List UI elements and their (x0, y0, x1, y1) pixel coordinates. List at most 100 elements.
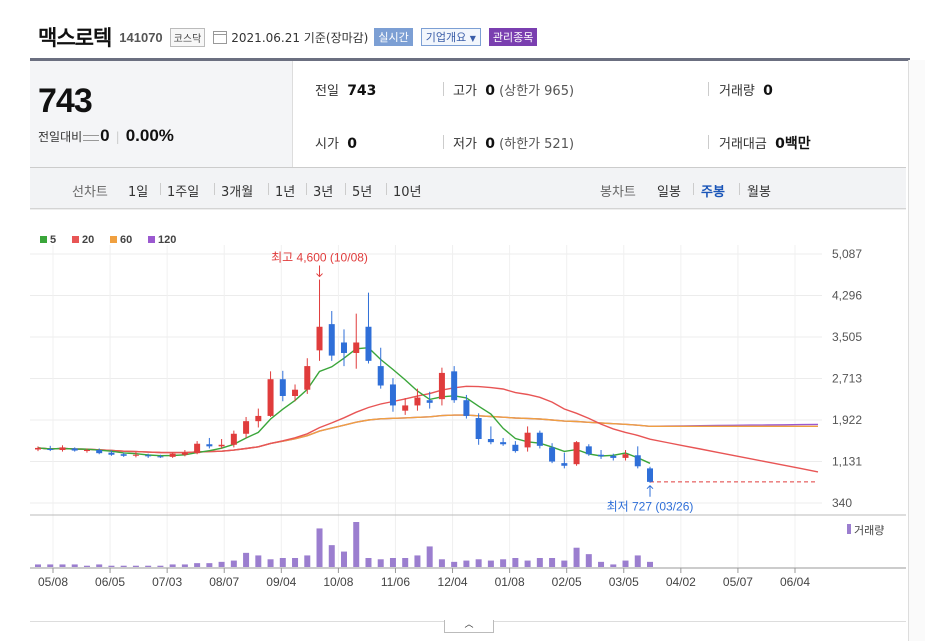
info-separator (708, 135, 709, 149)
expand-toggle-button[interactable]: ︿ (444, 620, 494, 633)
volume-bar (267, 559, 274, 567)
current-price: 743 (38, 82, 93, 120)
volume-bar (120, 565, 127, 567)
candle-body (475, 418, 482, 440)
company-overview-dropdown[interactable]: 기업개요 ▼ (420, 28, 481, 46)
volume-bar (634, 555, 641, 567)
managed-stock-badge[interactable]: 관리종목 (488, 28, 538, 46)
candle-chart-label: 봉차트 (600, 185, 636, 200)
volume-bar (169, 564, 176, 567)
tab-line-0[interactable]: 1일 (128, 185, 149, 200)
price-panel (30, 61, 292, 167)
prev-label: 전일 (315, 84, 339, 99)
x-tick-label: 05/07 (723, 575, 753, 589)
x-tick-label: 02/05 (552, 575, 582, 589)
candle-body (573, 442, 580, 465)
candle-body (622, 454, 629, 458)
y-tick-label: 1,131 (832, 455, 862, 469)
tab-line-4[interactable]: 3년 (313, 185, 334, 200)
tab-line-5[interactable]: 5년 (352, 185, 373, 200)
tab-line-3[interactable]: 1년 (275, 185, 296, 200)
legend-swatch (72, 236, 79, 243)
flat-icon (83, 134, 100, 141)
tab-separator (160, 183, 161, 195)
volume-bar (181, 564, 188, 567)
legend-label: 20 (82, 234, 94, 246)
tab-candle-1[interactable]: 주봉 (701, 185, 725, 200)
volume-bar (487, 560, 494, 567)
stock-code: 141070 (119, 29, 163, 45)
volume-bar (365, 558, 372, 567)
candle-body (47, 448, 54, 451)
candle-body (610, 455, 617, 458)
volume-bar (341, 551, 347, 567)
candle-body (59, 447, 66, 451)
volume: 거래량 0 (719, 80, 773, 99)
tab-candle-0[interactable]: 일봉 (657, 185, 681, 200)
candle-body (341, 342, 347, 353)
high-arrow-icon (316, 265, 323, 278)
candle-body (536, 432, 543, 446)
candle-body (377, 366, 384, 386)
y-tick-label: 4,296 (832, 288, 862, 302)
candle-body (451, 371, 458, 401)
x-tick-label: 03/05 (609, 575, 639, 589)
volume-bar (500, 559, 507, 567)
candle-body (194, 443, 201, 454)
info-separator (443, 82, 444, 96)
candle-body (598, 454, 605, 457)
volume-bar (194, 563, 201, 567)
chart-legend: 5 20 60 120 (40, 234, 176, 246)
info-separator (708, 82, 709, 96)
tab-line-6[interactable]: 10년 (393, 185, 422, 200)
day-high: 고가 0 (상한가 965) (453, 80, 574, 99)
right-panel-edge (908, 60, 925, 641)
candle-body (414, 397, 421, 406)
volume-bars: 거래량 (35, 522, 884, 567)
high-label: 고가 (453, 84, 477, 99)
volume-legend-label: 거래량 (854, 524, 884, 537)
price-divider (292, 61, 293, 167)
tab-line-1[interactable]: 1주일 (167, 185, 200, 200)
volume-bar (463, 560, 470, 567)
tab-candle-2[interactable]: 월봉 (747, 185, 771, 200)
volume-bar (585, 554, 592, 567)
candle-body (353, 342, 360, 353)
x-tick-label: 07/03 (152, 575, 182, 589)
volume-bar (512, 558, 519, 567)
volume-legend-swatch (847, 524, 851, 534)
chevron-down-icon: ▼ (469, 34, 476, 43)
legend-label: 120 (158, 234, 176, 246)
candle-body (634, 455, 641, 467)
realtime-button[interactable]: 실시간 (374, 28, 413, 46)
date-label: 2021.06.21 기준(장마감) (231, 30, 369, 45)
candle-body (292, 389, 299, 396)
volume-bar (438, 559, 445, 567)
candle-body (71, 448, 78, 451)
volume-bar (561, 560, 568, 567)
volume-bar (549, 558, 556, 567)
change-value: 0 (100, 126, 110, 145)
lower-limit: (하한가 521) (499, 137, 575, 152)
volume-bar (573, 547, 580, 567)
candle-body (145, 455, 152, 457)
trade-amount: 거래대금 0백만 (719, 133, 811, 153)
change-rate: 0.00% (125, 126, 174, 145)
volume-bar (83, 565, 90, 567)
x-tick-label: 10/08 (323, 575, 353, 589)
candle-body (96, 450, 103, 454)
y-tick-label: 3,505 (832, 330, 862, 344)
candle-body (206, 444, 213, 447)
volume-bar (47, 564, 54, 567)
volume-bar (243, 552, 250, 567)
candle-body (132, 454, 139, 456)
candle-body (243, 421, 250, 434)
candle-body (524, 432, 531, 448)
chart-annotations: 최고 4,600 (10/08) 최저 727 (03/26) (271, 251, 693, 514)
tab-separator (214, 183, 215, 195)
candle-body (108, 452, 115, 455)
ma20-line (37, 385, 819, 473)
x-tick-label: 09/04 (266, 575, 296, 589)
tab-line-2[interactable]: 3개월 (221, 185, 254, 200)
stock-header: 맥스로텍 141070 코스닥 2021.06.21 기준(장마감) 실시간 기… (38, 22, 538, 52)
